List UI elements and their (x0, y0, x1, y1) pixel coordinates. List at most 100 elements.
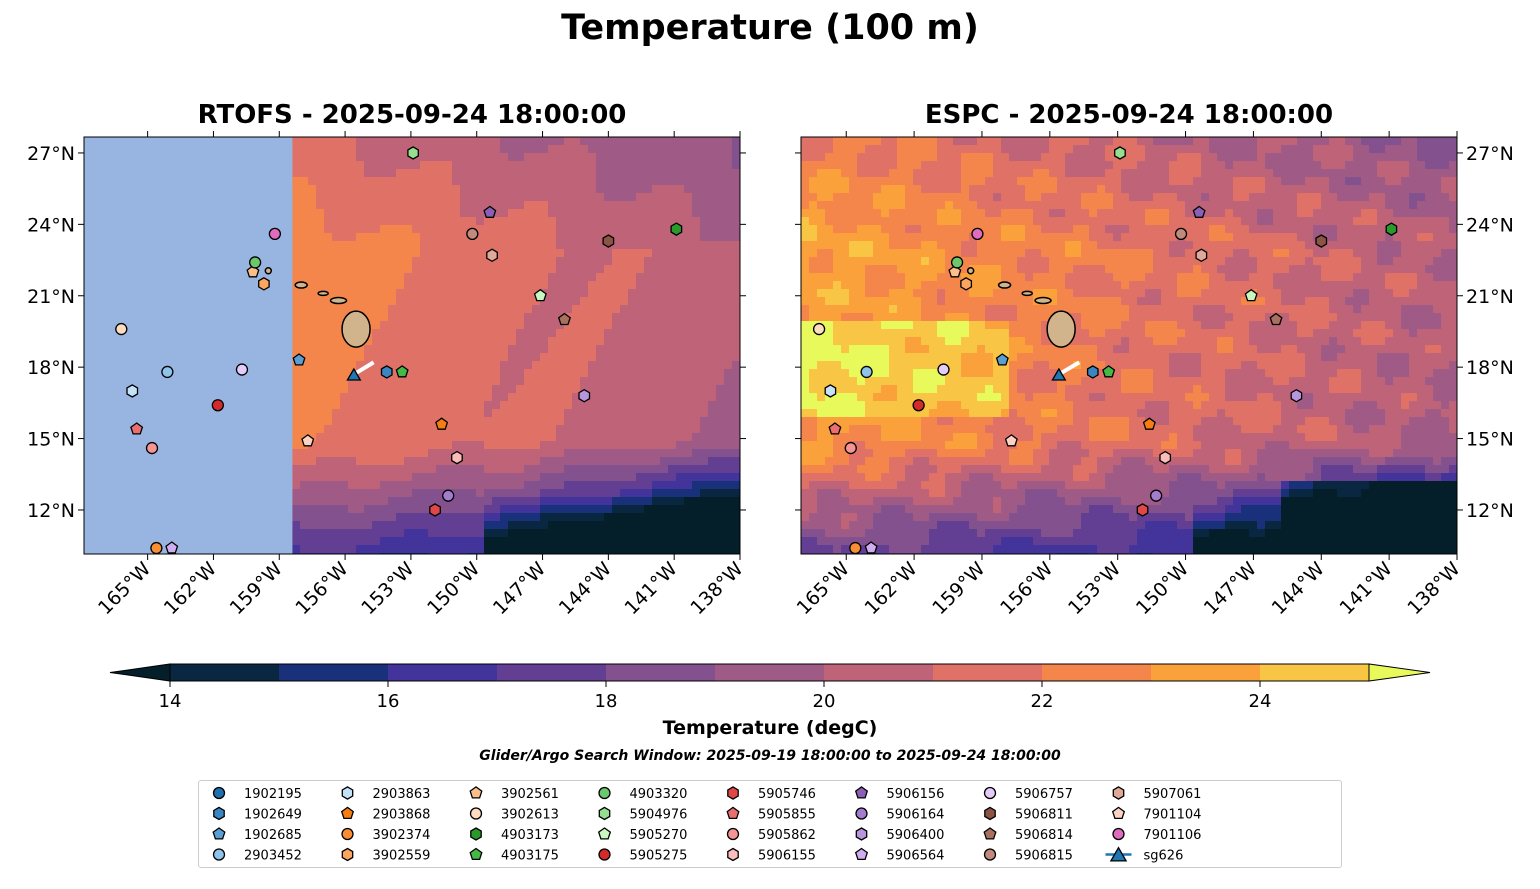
field-cell (292, 185, 301, 194)
field-cell (692, 137, 701, 146)
field-cell (436, 289, 445, 298)
field-cell (628, 297, 637, 306)
field-cell (484, 545, 493, 554)
field-cell (644, 497, 653, 506)
field-cell (692, 473, 701, 482)
field-cell (452, 233, 461, 242)
field-cell (548, 177, 557, 186)
glider-track (352, 360, 375, 377)
field-cell (388, 273, 397, 282)
field-cell (556, 473, 565, 482)
field-cell (476, 497, 485, 506)
field-cell (1153, 161, 1162, 170)
field-cell (716, 337, 725, 346)
field-cell (692, 505, 701, 514)
field-cell (484, 465, 493, 474)
field-cell (604, 345, 613, 354)
field-cell (332, 465, 341, 474)
field-cell (292, 345, 301, 354)
field-cell (588, 193, 597, 202)
field-cell (572, 545, 581, 554)
field-cell (1113, 185, 1122, 194)
field-cell (396, 265, 405, 274)
field-cell (564, 401, 573, 410)
field-cell (588, 393, 597, 402)
field-cell (524, 481, 533, 490)
field-cell (476, 409, 485, 418)
field-cell (548, 145, 557, 154)
field-cell (588, 353, 597, 362)
field-cell (316, 273, 325, 282)
field-cell (620, 369, 629, 378)
field-cell (316, 161, 325, 170)
marker-5906757 (235, 363, 249, 376)
field-cell (548, 289, 557, 298)
field-cell (1169, 145, 1178, 154)
field-cell (436, 473, 445, 482)
field-cell (732, 313, 740, 322)
field-cell (644, 289, 653, 298)
field-cell (380, 545, 389, 554)
field-cell (801, 145, 810, 154)
field-cell (636, 433, 645, 442)
field-cell (316, 241, 325, 250)
field-cell (332, 489, 341, 498)
field-cell (396, 345, 405, 354)
field-cell (620, 225, 629, 234)
field-cell (849, 145, 858, 154)
field-cell (692, 217, 701, 226)
field-cell (716, 225, 725, 234)
field-cell (356, 145, 365, 154)
marker-5905862 (145, 441, 159, 455)
field-cell (628, 449, 637, 458)
field-cell (572, 169, 581, 178)
field-cell (476, 337, 485, 346)
field-cell (364, 481, 373, 490)
field-cell (596, 257, 605, 266)
field-cell (332, 545, 341, 554)
field-cell (588, 537, 597, 546)
field-cell (388, 265, 397, 274)
field-cell (500, 433, 509, 442)
field-cell (348, 249, 357, 258)
field-cell (636, 377, 645, 386)
field-cell (332, 137, 341, 146)
field-cell (612, 329, 621, 338)
field-cell (564, 481, 573, 490)
field-cell (372, 145, 381, 154)
field-cell (1025, 185, 1034, 194)
field-cell (724, 217, 733, 226)
lat-tick-label: 21°N (27, 286, 75, 308)
field-cell (476, 385, 485, 394)
field-cell (412, 449, 421, 458)
field-cell (316, 473, 325, 482)
field-cell (564, 545, 573, 554)
field-cell (492, 353, 501, 362)
field-cell (340, 441, 349, 450)
field-cell (500, 321, 509, 330)
field-cell (508, 361, 517, 370)
field-cell (580, 401, 589, 410)
field-cell (612, 497, 621, 506)
field-cell (596, 505, 605, 514)
field-cell (380, 337, 389, 346)
field-cell (372, 465, 381, 474)
field-cell (404, 305, 413, 314)
field-cell (596, 337, 605, 346)
field-cell (572, 249, 581, 258)
field-cell (556, 265, 565, 274)
field-cell (732, 489, 740, 498)
field-cell (1081, 161, 1090, 170)
field-cell (969, 177, 978, 186)
field-cell (508, 345, 517, 354)
field-cell (612, 145, 621, 154)
field-cell (676, 497, 685, 506)
field-cell (1313, 145, 1322, 154)
field-cell (548, 329, 557, 338)
field-cell (1425, 137, 1434, 146)
field-cell (356, 409, 365, 418)
field-cell (580, 257, 589, 266)
lon-tick-label: 141°W (621, 558, 682, 619)
field-cell (692, 257, 701, 266)
field-cell (316, 177, 325, 186)
